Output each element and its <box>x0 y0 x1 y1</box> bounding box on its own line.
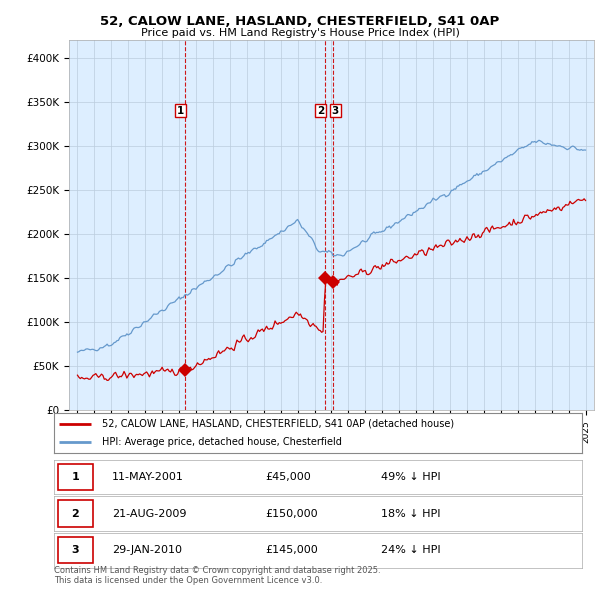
FancyBboxPatch shape <box>58 500 92 527</box>
Text: 1: 1 <box>176 106 184 116</box>
Text: 11-MAY-2001: 11-MAY-2001 <box>112 472 184 482</box>
Text: 24% ↓ HPI: 24% ↓ HPI <box>382 545 441 555</box>
Text: HPI: Average price, detached house, Chesterfield: HPI: Average price, detached house, Ches… <box>101 437 341 447</box>
Text: 2: 2 <box>317 106 324 116</box>
Text: 3: 3 <box>71 545 79 555</box>
Text: 52, CALOW LANE, HASLAND, CHESTERFIELD, S41 0AP (detached house): 52, CALOW LANE, HASLAND, CHESTERFIELD, S… <box>101 419 454 429</box>
Text: 3: 3 <box>332 106 339 116</box>
Text: £145,000: £145,000 <box>265 545 318 555</box>
Text: £45,000: £45,000 <box>265 472 311 482</box>
Text: 49% ↓ HPI: 49% ↓ HPI <box>382 472 441 482</box>
Text: Contains HM Land Registry data © Crown copyright and database right 2025.
This d: Contains HM Land Registry data © Crown c… <box>54 566 380 585</box>
Text: 29-JAN-2010: 29-JAN-2010 <box>112 545 182 555</box>
Text: Price paid vs. HM Land Registry's House Price Index (HPI): Price paid vs. HM Land Registry's House … <box>140 28 460 38</box>
Text: £150,000: £150,000 <box>265 509 318 519</box>
Text: 1: 1 <box>71 472 79 482</box>
FancyBboxPatch shape <box>58 464 92 490</box>
Text: 21-AUG-2009: 21-AUG-2009 <box>112 509 187 519</box>
Text: 2: 2 <box>71 509 79 519</box>
Text: 18% ↓ HPI: 18% ↓ HPI <box>382 509 441 519</box>
Text: 52, CALOW LANE, HASLAND, CHESTERFIELD, S41 0AP: 52, CALOW LANE, HASLAND, CHESTERFIELD, S… <box>100 15 500 28</box>
FancyBboxPatch shape <box>58 537 92 563</box>
